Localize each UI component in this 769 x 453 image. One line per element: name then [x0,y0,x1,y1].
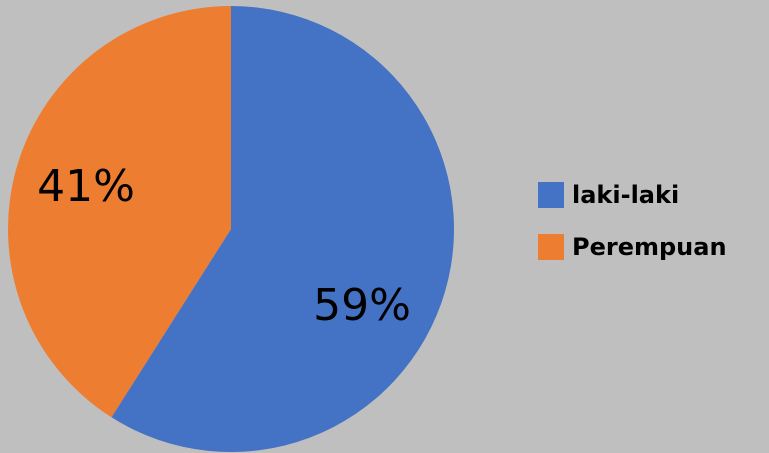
data-label-laki-laki: 59% [313,280,411,331]
legend-item-laki-laki: laki-laki [538,178,727,212]
legend-item-perempuan: Perempuan [538,230,727,264]
chart-legend: laki-laki Perempuan [538,178,727,282]
legend-label-perempuan: Perempuan [572,233,727,261]
pie-slice-laki-laki [111,6,454,452]
pie-slice-perempuan [7,6,232,418]
data-label-perempuan: 41% [37,161,135,212]
legend-swatch-perempuan [538,234,564,260]
legend-swatch-laki-laki [538,182,564,208]
legend-label-laki-laki: laki-laki [572,181,680,209]
